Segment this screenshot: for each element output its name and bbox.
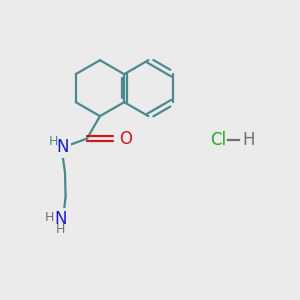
Text: Cl: Cl (210, 131, 226, 149)
Text: N: N (56, 138, 69, 156)
Text: H: H (49, 135, 58, 148)
Text: H: H (56, 224, 66, 236)
Text: H: H (44, 211, 54, 224)
Text: O: O (119, 130, 132, 148)
Text: H: H (243, 131, 255, 149)
Text: N: N (54, 210, 67, 228)
